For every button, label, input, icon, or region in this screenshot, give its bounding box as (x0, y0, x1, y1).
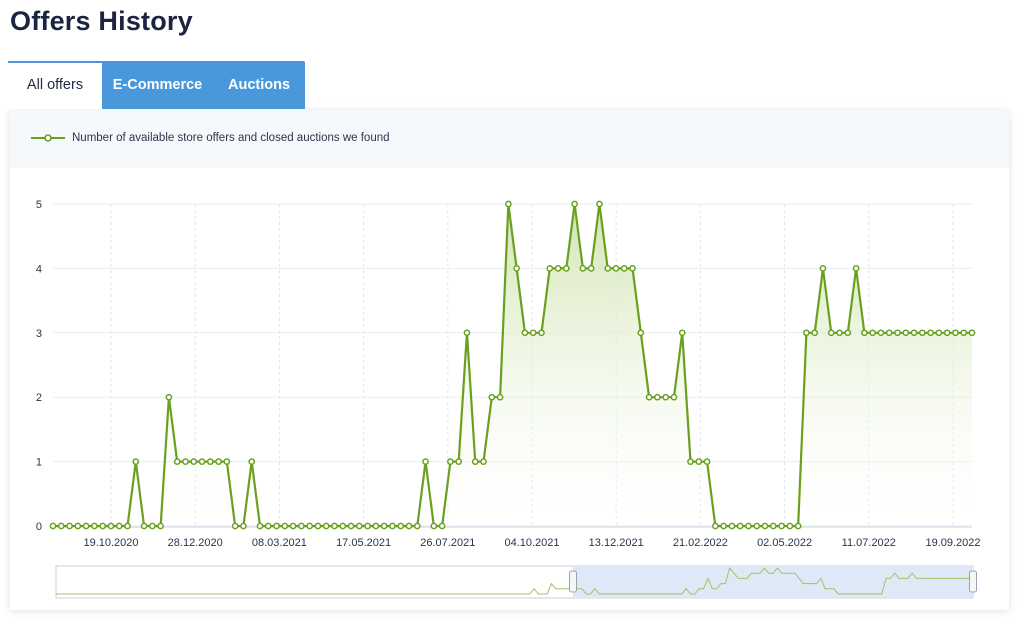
tab-all-offers[interactable]: All offers (8, 61, 102, 109)
legend-area: Number of available store offers and clo… (10, 110, 1009, 168)
chart-card: Number of available store offers and clo… (10, 110, 1009, 610)
tab-auctions[interactable]: Auctions (213, 61, 305, 109)
legend-item[interactable]: Number of available store offers and clo… (30, 132, 390, 144)
tab-e-commerce[interactable]: E-Commerce (102, 61, 213, 109)
line-marker-icon (31, 134, 65, 142)
legend-label: Number of available store offers and clo… (72, 132, 390, 144)
page-title: Offers History (10, 6, 193, 36)
tab-bar: All offers E-Commerce Auctions (8, 61, 305, 109)
